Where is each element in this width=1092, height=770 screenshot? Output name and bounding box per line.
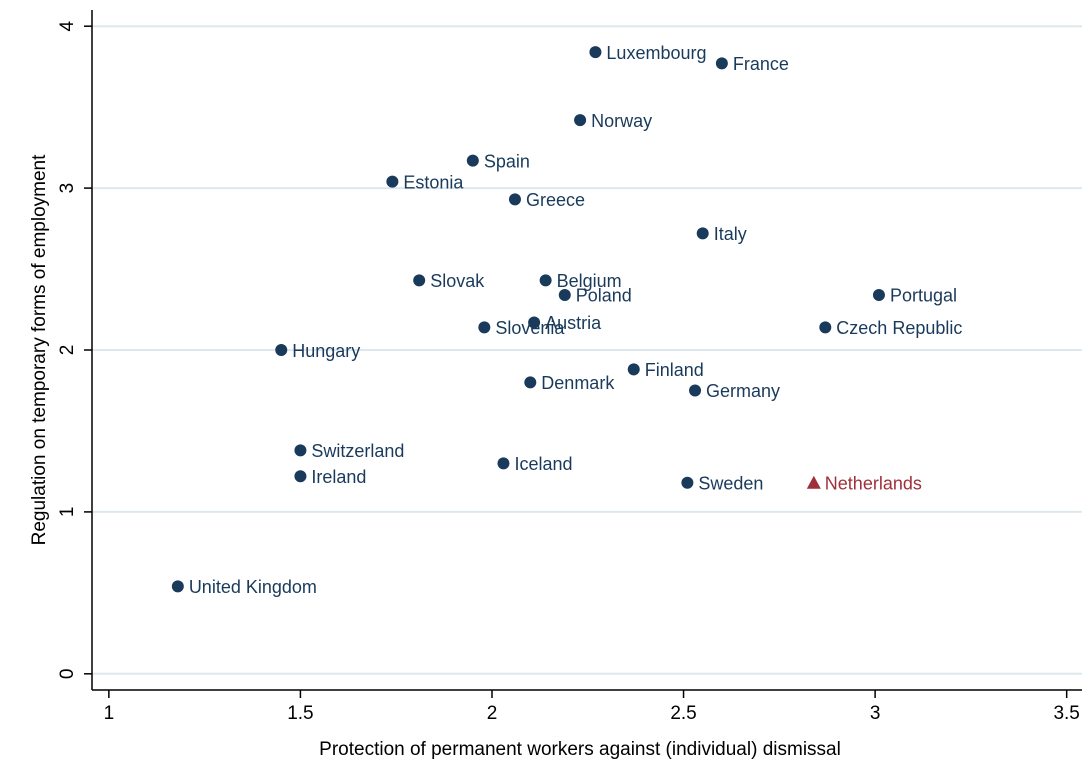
point-label: Iceland xyxy=(514,454,572,474)
point xyxy=(627,363,640,376)
x-axis-title: Protection of permanent workers against … xyxy=(319,739,841,760)
y-tick-label: 2 xyxy=(57,345,78,356)
x-tick-label: 3 xyxy=(870,703,881,724)
y-tick-label: 1 xyxy=(57,507,78,518)
x-tick-label: 1 xyxy=(104,703,115,724)
point xyxy=(508,193,521,206)
point xyxy=(294,444,307,457)
point xyxy=(715,57,728,70)
y-tick-label: 3 xyxy=(57,183,78,194)
point-label: Spain xyxy=(484,151,530,171)
point-label: Sweden xyxy=(698,474,763,494)
point-label: Finland xyxy=(645,360,704,380)
y-tick-label: 0 xyxy=(57,669,78,680)
y-axis-title: Regulation on temporary forms of employm… xyxy=(29,154,50,545)
x-tick-label: 2 xyxy=(487,703,498,724)
point xyxy=(819,321,832,334)
point xyxy=(689,384,702,397)
point xyxy=(294,470,307,483)
point xyxy=(171,580,184,593)
point xyxy=(524,376,537,389)
point-label: Greece xyxy=(526,190,585,210)
point-label: Czech Republic xyxy=(836,318,962,338)
point xyxy=(528,316,541,329)
point-label: Luxembourg xyxy=(606,43,706,63)
point xyxy=(806,475,821,489)
point-label: Austria xyxy=(545,313,602,333)
point-label: Portugal xyxy=(890,286,957,306)
point xyxy=(497,457,510,470)
point xyxy=(574,114,587,127)
point-label: Germany xyxy=(706,381,780,401)
point-label: Ireland xyxy=(311,467,366,487)
point xyxy=(413,274,426,287)
point-label: Belgium xyxy=(557,271,622,291)
point xyxy=(696,227,709,240)
point-label: Slovenia xyxy=(495,318,565,338)
x-tick-label: 3.5 xyxy=(1053,703,1079,724)
point xyxy=(386,175,399,188)
point xyxy=(539,274,552,287)
point-label: Slovak xyxy=(430,271,485,291)
point-label: Italy xyxy=(714,224,747,244)
point-label: Netherlands xyxy=(825,474,922,494)
y-tick-label: 4 xyxy=(57,20,78,31)
x-tick-label: 2.5 xyxy=(670,703,696,724)
point-label: Norway xyxy=(591,111,652,131)
point xyxy=(872,288,885,301)
point-label: Switzerland xyxy=(311,441,404,461)
point-label: United Kingdom xyxy=(189,577,317,597)
point xyxy=(589,46,602,59)
point xyxy=(558,288,571,301)
point-label: Denmark xyxy=(541,373,615,393)
point-label: Hungary xyxy=(292,341,360,361)
point-label: Estonia xyxy=(403,172,464,192)
point-label: France xyxy=(733,54,789,74)
point xyxy=(275,344,288,356)
point xyxy=(478,321,491,334)
x-tick-label: 1.5 xyxy=(287,703,313,724)
point xyxy=(681,476,694,489)
point xyxy=(466,154,479,167)
point-label: Poland xyxy=(576,286,632,306)
